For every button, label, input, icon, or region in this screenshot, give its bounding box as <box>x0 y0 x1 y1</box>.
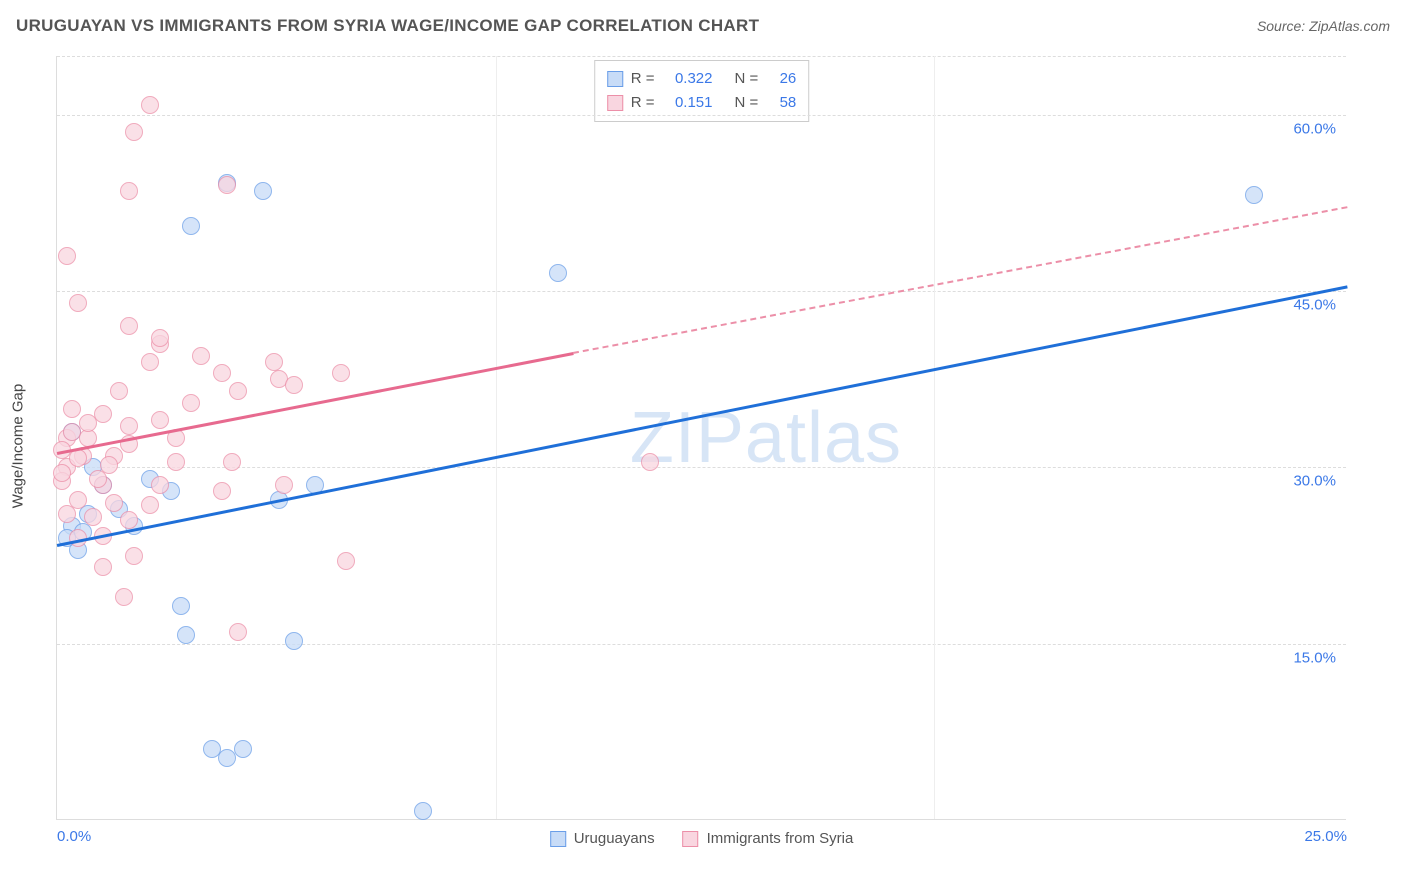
watermark-atlas: atlas <box>745 398 902 478</box>
data-point <box>125 123 143 141</box>
data-point <box>182 217 200 235</box>
gridline-horizontal <box>57 291 1346 292</box>
n-value-pink: 58 <box>766 91 796 115</box>
bottom-legend: Uruguayans Immigrants from Syria <box>550 830 854 847</box>
data-point <box>265 353 283 371</box>
legend-label: Uruguayans <box>574 830 655 847</box>
data-point <box>213 364 231 382</box>
data-point <box>285 632 303 650</box>
data-point <box>213 482 231 500</box>
r-label: R = <box>631 67 655 91</box>
data-point <box>94 558 112 576</box>
gridline-horizontal <box>57 56 1346 57</box>
gridline-horizontal <box>57 644 1346 645</box>
data-point <box>218 176 236 194</box>
n-label: N = <box>735 67 759 91</box>
data-point <box>151 329 169 347</box>
data-point <box>115 588 133 606</box>
x-tick-label: 0.0% <box>57 828 91 845</box>
data-point <box>58 505 76 523</box>
x-tick-label: 25.0% <box>1304 828 1347 845</box>
data-point <box>105 494 123 512</box>
swatch-blue-icon <box>550 831 566 847</box>
r-value-pink: 0.151 <box>663 91 713 115</box>
data-point <box>641 453 659 471</box>
y-tick-label: 15.0% <box>1293 649 1336 666</box>
stats-legend-box: R = 0.322 N = 26 R = 0.151 N = 58 <box>594 60 810 122</box>
data-point <box>141 496 159 514</box>
chart-title: URUGUAYAN VS IMMIGRANTS FROM SYRIA WAGE/… <box>16 16 759 36</box>
y-tick-label: 60.0% <box>1293 120 1336 137</box>
data-point <box>141 96 159 114</box>
swatch-pink-icon <box>683 831 699 847</box>
trendline <box>573 206 1347 354</box>
data-point <box>120 417 138 435</box>
swatch-blue-icon <box>607 71 623 87</box>
data-point <box>223 453 241 471</box>
data-point <box>167 453 185 471</box>
data-point <box>337 552 355 570</box>
stats-row-pink: R = 0.151 N = 58 <box>607 91 797 115</box>
legend-item-syria: Immigrants from Syria <box>683 830 854 847</box>
data-point <box>177 626 195 644</box>
data-point <box>172 597 190 615</box>
watermark: ZIPatlas <box>630 397 902 479</box>
data-point <box>151 476 169 494</box>
data-point <box>254 182 272 200</box>
data-point <box>84 508 102 526</box>
data-point <box>120 182 138 200</box>
data-point <box>58 247 76 265</box>
data-point <box>94 405 112 423</box>
data-point <box>234 740 252 758</box>
data-point <box>229 382 247 400</box>
data-point <box>141 353 159 371</box>
gridline-vertical <box>496 56 497 819</box>
data-point <box>79 414 97 432</box>
data-point <box>285 376 303 394</box>
data-point <box>182 394 200 412</box>
data-point <box>549 264 567 282</box>
data-point <box>63 400 81 418</box>
legend-item-uruguayans: Uruguayans <box>550 830 655 847</box>
data-point <box>69 294 87 312</box>
data-point <box>110 382 128 400</box>
y-tick-label: 45.0% <box>1293 297 1336 314</box>
data-point <box>332 364 350 382</box>
data-point <box>53 464 71 482</box>
data-point <box>120 511 138 529</box>
data-point <box>151 411 169 429</box>
y-axis-label: Wage/Income Gap <box>10 384 27 509</box>
data-point <box>192 347 210 365</box>
r-label: R = <box>631 91 655 115</box>
gridline-vertical <box>934 56 935 819</box>
swatch-pink-icon <box>607 95 623 111</box>
n-label: N = <box>735 91 759 115</box>
data-point <box>1245 186 1263 204</box>
data-point <box>120 317 138 335</box>
data-point <box>125 547 143 565</box>
legend-label: Immigrants from Syria <box>707 830 854 847</box>
n-value-blue: 26 <box>766 67 796 91</box>
gridline-horizontal <box>57 115 1346 116</box>
gridline-horizontal <box>57 467 1346 468</box>
data-point <box>275 476 293 494</box>
data-point <box>414 802 432 820</box>
stats-row-blue: R = 0.322 N = 26 <box>607 67 797 91</box>
chart-area: ZIPatlas R = 0.322 N = 26 R = 0.151 N = … <box>56 56 1346 820</box>
r-value-blue: 0.322 <box>663 67 713 91</box>
y-tick-label: 30.0% <box>1293 473 1336 490</box>
data-point <box>89 470 107 488</box>
source-label: Source: ZipAtlas.com <box>1257 18 1390 34</box>
data-point <box>229 623 247 641</box>
